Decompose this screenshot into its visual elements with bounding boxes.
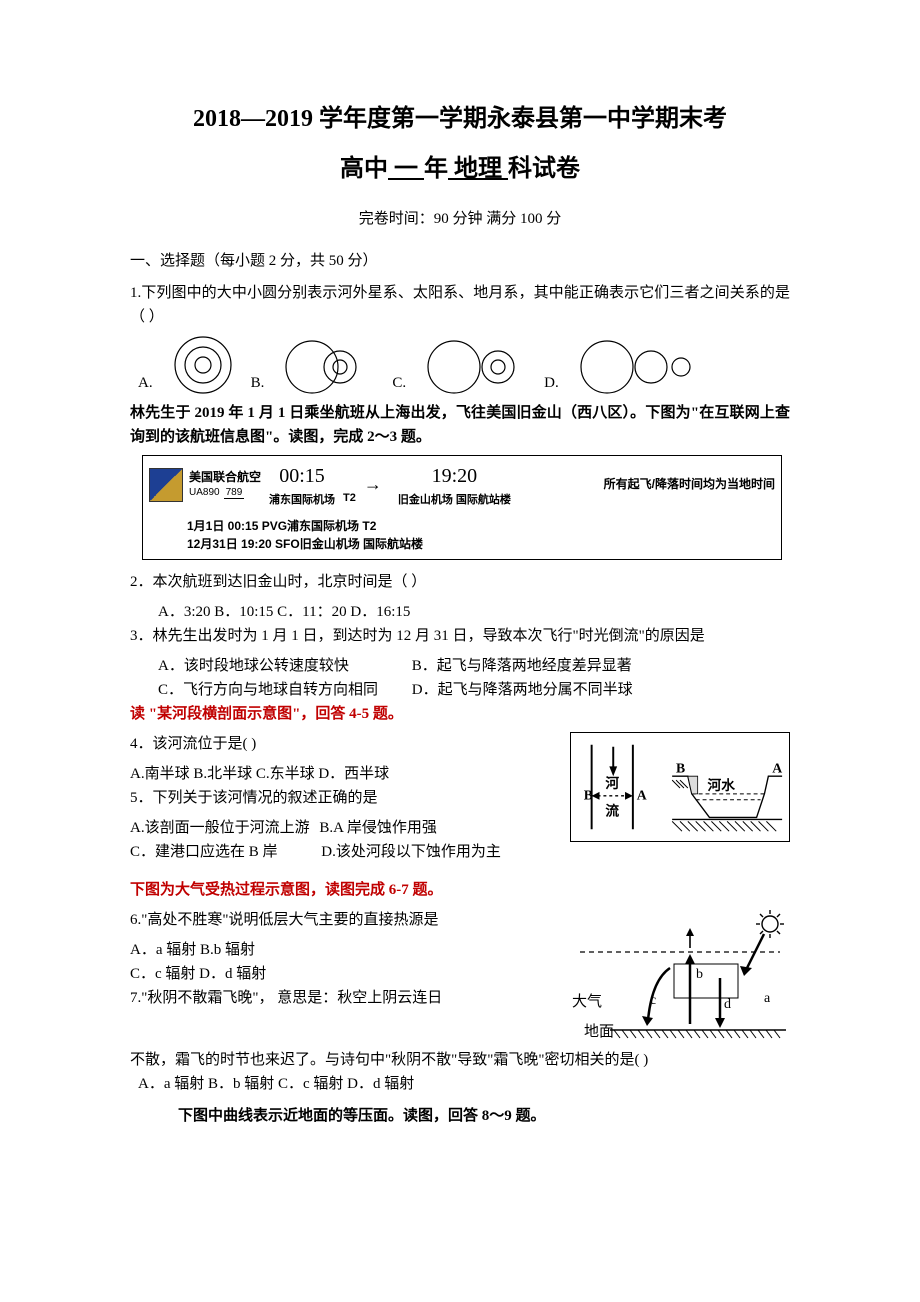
intro-4-5: 读 "某河段横剖面示意图"，回答 4-5 题。 — [130, 702, 790, 726]
flight-airline-col: 美国联合航空 UA890 789 — [189, 470, 261, 499]
flight-row-2: 12月31日 19:20 SFO旧金山机场 国际航站楼 — [187, 535, 775, 553]
arrow-right-icon: → — [364, 470, 382, 499]
q1-opt-b-label: B. — [251, 371, 265, 395]
q5-opt-c: C．建港口应选在 B 岸 — [130, 844, 278, 860]
q4-5-block: 4．该河流位于是( ) A.南半球 B.北半球 C.东半球 D．西半球 5．下列… — [130, 732, 790, 864]
heat-label-a: a — [764, 991, 771, 1006]
q3-opt-b: B．起飞与降落两地经度差异显著 — [412, 658, 632, 674]
q1-diagram-b — [284, 339, 374, 395]
river-label-b2: B — [676, 761, 685, 776]
heat-label-dimian: 地面 — [584, 1023, 614, 1040]
q1-diagram-c — [426, 339, 526, 395]
airline-logo-icon — [149, 468, 183, 502]
title-subject: 地理 — [448, 156, 508, 182]
intro-2-3: 林先生于 2019 年 1 月 1 日乘坐航班从上海出发，飞往美国旧金山（西八区… — [130, 401, 790, 449]
q3-opt-d: D．起飞与降落两地分属不同半球 — [412, 682, 633, 698]
heat-label-daqi: 大气 — [572, 993, 602, 1010]
intro-6-7: 下图为大气受热过程示意图，读图完成 6-7 题。 — [130, 878, 790, 902]
q3-opt-c: C．飞行方向与地球自转方向相同 — [158, 678, 408, 702]
river-label-a1: A — [637, 788, 647, 803]
question-2-text: 2．本次航班到达旧金山时，北京时间是（ ） — [130, 570, 790, 594]
question-2-options: A．3:20 B．10:15 C．11：20 D．16:15 — [130, 600, 790, 624]
title-mid: 年 — [424, 156, 448, 182]
question-6-text: 6."高处不胜寒"说明低层大气主要的直接热源是 — [130, 908, 560, 932]
river-label-heshui: 河水 — [707, 777, 735, 793]
sun-icon — [756, 910, 784, 938]
flight-info-box: 美国联合航空 UA890 789 00:15 浦东国际机场 T2 → 19:20… — [142, 455, 782, 561]
flight-fraction: 789 — [224, 486, 245, 499]
flight-top-row: 美国联合航空 UA890 789 00:15 浦东国际机场 T2 → 19:20… — [143, 456, 781, 514]
question-7-continuation: 不散，霜飞的时节也来迟了。与诗句中"秋阴不散"导致"霜飞晚"密切相关的是( ) — [130, 1048, 790, 1072]
flight-dep-airport: 浦东国际机场 — [269, 492, 335, 510]
flight-dep-block: 00:15 浦东国际机场 — [269, 460, 335, 510]
flight-row-1: 1月1日 00:15 PVG浦东国际机场 T2 — [187, 517, 775, 535]
heat-label-b: b — [696, 967, 703, 982]
flight-dep-time: 00:15 — [269, 460, 335, 492]
q1-opt-d-label: D. — [544, 371, 559, 395]
flight-arr-time: 19:20 — [398, 460, 511, 492]
exam-title-line2: 高中 一 年 地理 科试卷 — [130, 150, 790, 188]
flight-terminal1: T2 — [343, 490, 356, 508]
flight-bottom-rows: 1月1日 00:15 PVG浦东国际机场 T2 12月31日 19:20 SFO… — [143, 513, 781, 559]
q5-opt-b: B.A 岸侵蚀作用强 — [319, 820, 437, 836]
river-label-a2: A — [772, 761, 782, 776]
q1-diagram-a — [173, 335, 233, 395]
intro-8-9: 下图中曲线表示近地面的等压面。读图，回答 8～9 题。 — [178, 1104, 790, 1128]
title-prefix: 高中 — [340, 156, 388, 182]
exam-subtitle: 完卷时间：90 分钟 满分 100 分 — [130, 207, 790, 231]
river-label-he: 河 — [605, 775, 619, 791]
question-7-options: A．a 辐射 B．b 辐射 C．c 辐射 D．d 辐射 — [138, 1072, 790, 1096]
river-label-liu: 流 — [605, 803, 619, 819]
question-5-text: 5．下列关于该河情况的叙述正确的是 — [130, 786, 560, 810]
heat-label-c: c — [650, 993, 656, 1008]
q1-diagram-d — [579, 339, 699, 395]
question-3-options-row2: C．飞行方向与地球自转方向相同 D．起飞与降落两地分属不同半球 — [130, 678, 790, 702]
flight-airline: 美国联合航空 — [189, 470, 261, 486]
atmospheric-heating-diagram: 大气 地面 a b c d — [570, 908, 790, 1048]
q1-opt-c-label: C. — [392, 371, 406, 395]
question-4-text: 4．该河流位于是( ) — [130, 732, 560, 756]
question-1-text: 1.下列图中的大中小圆分别表示河外星系、太阳系、地月系，其中能正确表示它们三者之… — [130, 281, 790, 329]
exam-title-line1: 2018—2019 学年度第一学期永泰县第一中学期末考 — [130, 100, 790, 138]
question-4-options: A.南半球 B.北半球 C.东半球 D．西半球 — [130, 762, 560, 786]
title-suffix: 科试卷 — [508, 156, 580, 182]
question-6-opts-row1: A．a 辐射 B.b 辐射 — [130, 938, 560, 962]
question-5-row2: C．建港口应选在 B 岸 D.该处河段以下蚀作用为主 — [130, 840, 560, 864]
river-cross-section-diagram: B A 河 流 B A 河水 — [570, 732, 790, 842]
flight-code: UA890 — [189, 486, 220, 499]
question-6-opts-row2: C．c 辐射 D．d 辐射 — [130, 962, 560, 986]
q1-opt-a-label: A. — [138, 371, 153, 395]
title-grade: 一 — [388, 156, 424, 182]
question-1-diagrams: A. B. C. D. — [138, 335, 790, 395]
q5-opt-a: A.该剖面一般位于河流上游 — [130, 820, 310, 836]
q6-7-block: 6."高处不胜寒"说明低层大气主要的直接热源是 A．a 辐射 B.b 辐射 C．… — [130, 908, 790, 1048]
question-5-row1: A.该剖面一般位于河流上游 B.A 岸侵蚀作用强 — [130, 816, 560, 840]
flight-note-right: 所有起飞/降落时间均为当地时间 — [604, 475, 775, 494]
question-7-text-inline: 7."秋阴不散霜飞晚"， 意思是：秋空上阴云连日 — [130, 986, 560, 1010]
question-3-options-row1: A．该时段地球公转速度较快 B．起飞与降落两地经度差异显著 — [130, 654, 790, 678]
flight-arr-block: 19:20 旧金山机场 国际航站楼 — [398, 460, 511, 510]
question-3-text: 3．林先生出发时为 1 月 1 日，到达时为 12 月 31 日，导致本次飞行"… — [130, 624, 790, 648]
section-1-heading: 一、选择题（每小题 2 分，共 50 分） — [130, 249, 790, 273]
heat-label-d: d — [724, 997, 731, 1012]
river-label-b1: B — [584, 788, 593, 803]
q5-opt-d: D.该处河段以下蚀作用为主 — [321, 844, 501, 860]
q3-opt-a: A．该时段地球公转速度较快 — [158, 654, 408, 678]
flight-arr-airport: 旧金山机场 国际航站楼 — [398, 492, 511, 510]
